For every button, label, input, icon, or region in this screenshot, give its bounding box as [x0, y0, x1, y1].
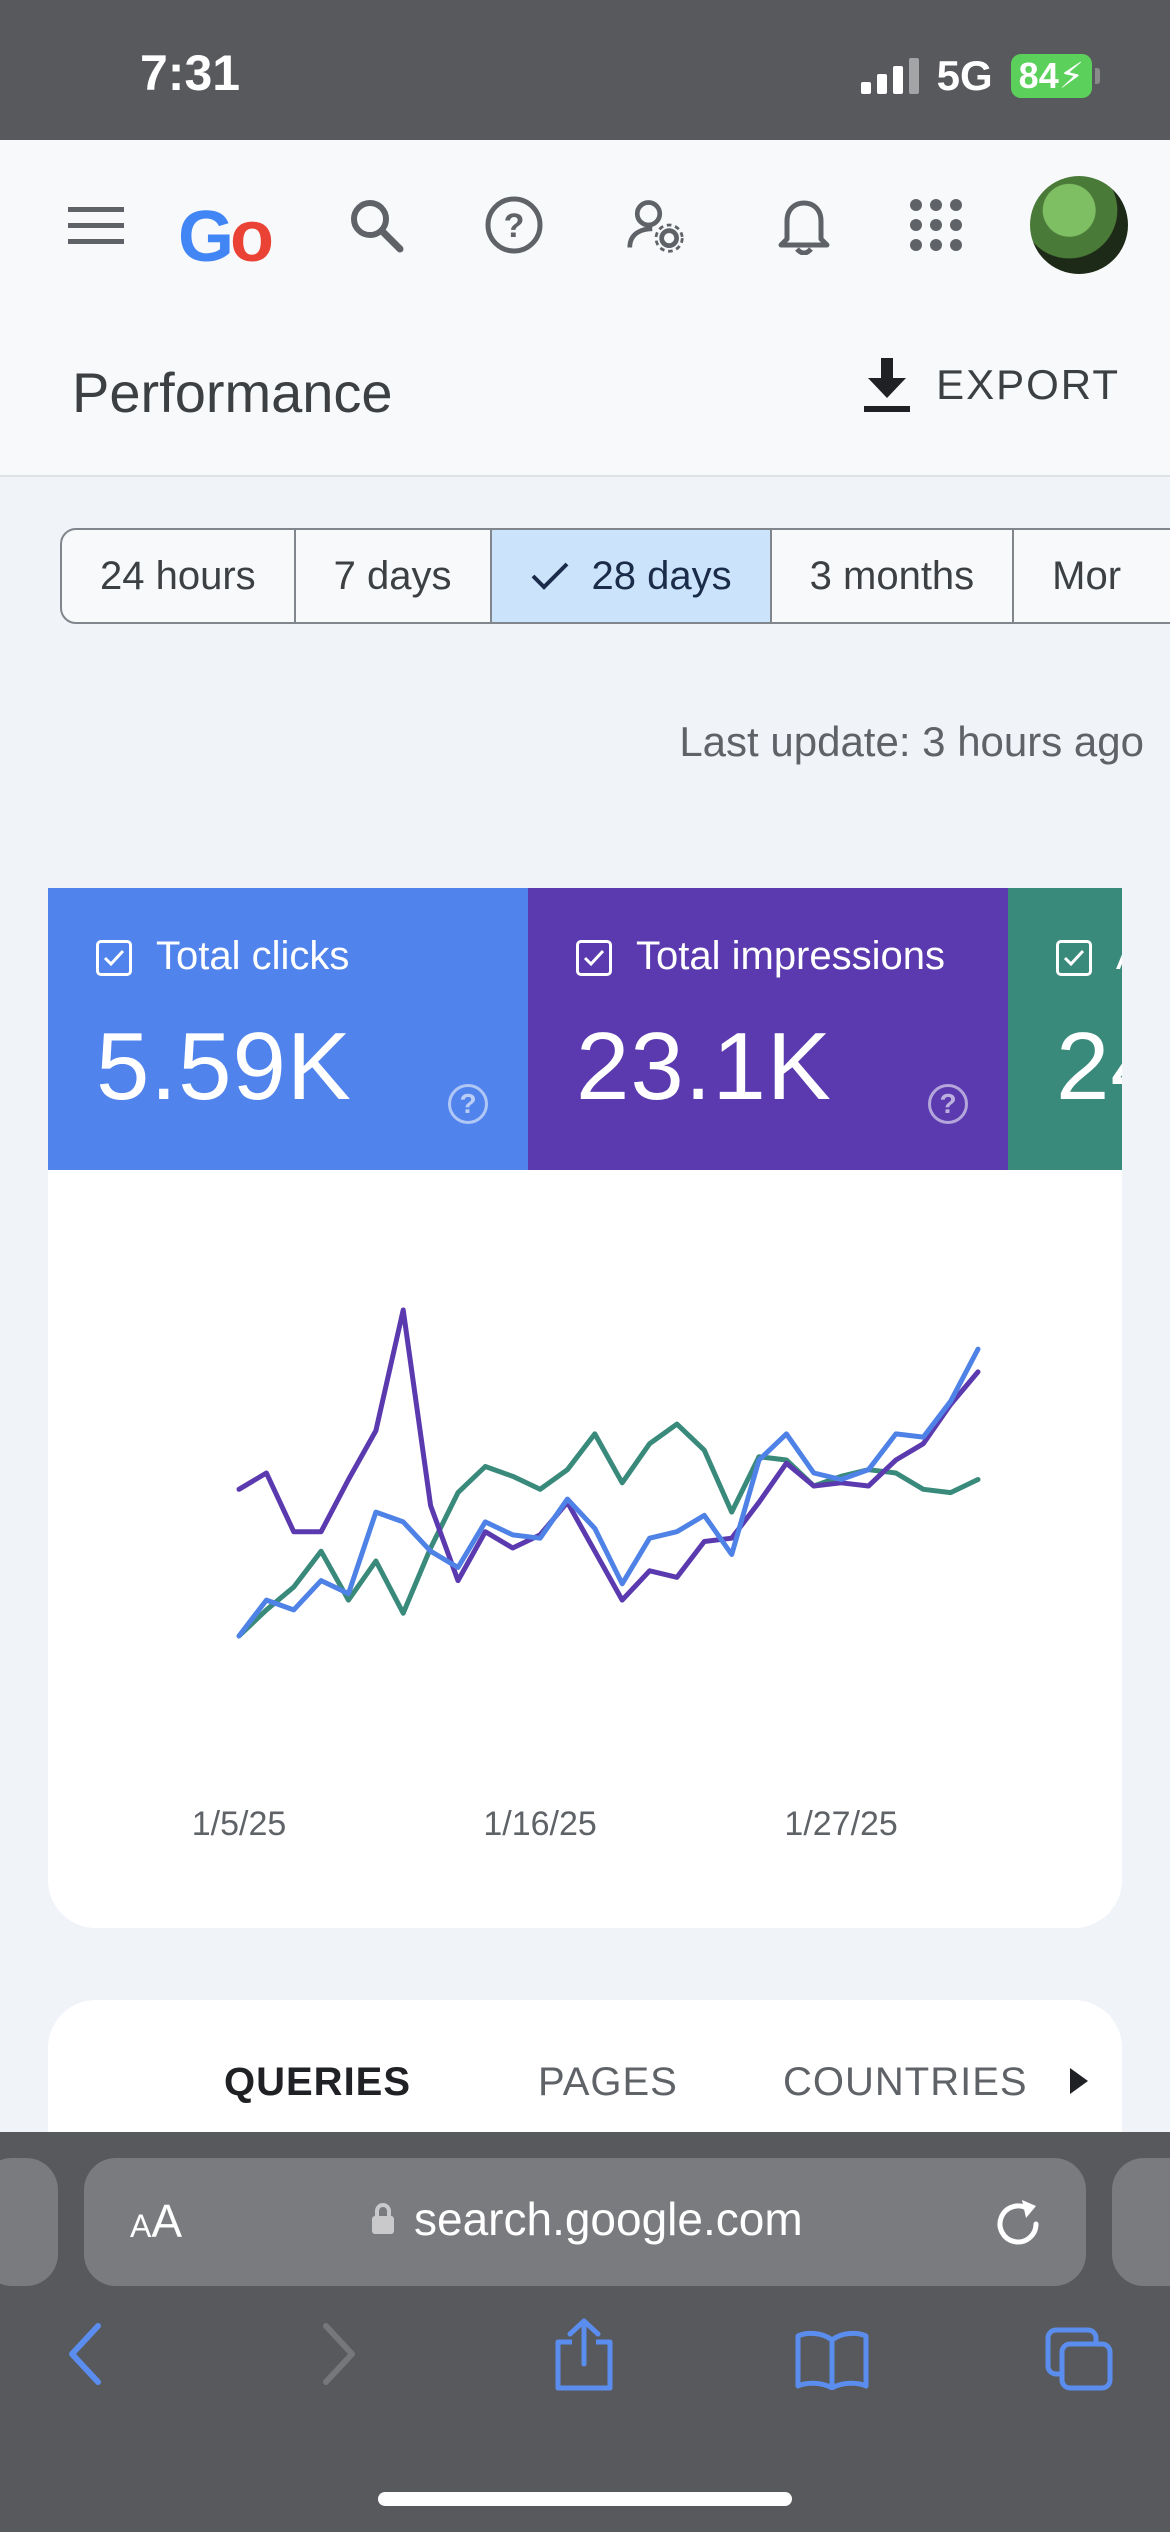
chip-3-months[interactable]: 3 months	[772, 530, 1015, 622]
charging-icon: ⚡	[1058, 55, 1084, 96]
metric-card-clicks[interactable]: Total clicks 5.59K ?	[48, 888, 528, 1170]
tabs-next-arrow-icon[interactable]	[1068, 2066, 1090, 2101]
series-line-total-clicks	[236, 1346, 981, 1639]
metric-value: 24	[1056, 1013, 1122, 1120]
next-tab-pill[interactable]	[1112, 2158, 1170, 2286]
export-label: EXPORT	[936, 361, 1120, 408]
page-title: Performance	[72, 361, 393, 424]
chip-7-days[interactable]: 7 days	[296, 530, 492, 622]
tab-pages[interactable]: PAGES	[538, 2060, 678, 2104]
chip-28-days[interactable]: 28 days	[491, 530, 772, 622]
checkbox-icon[interactable]	[96, 940, 132, 976]
metric-card-third[interactable]: A 24	[1008, 888, 1122, 1170]
previous-tab-pill[interactable]	[0, 2158, 58, 2286]
help-icon[interactable]: ?	[448, 1084, 488, 1124]
metric-value: 23.1K	[576, 1013, 832, 1120]
search-icon[interactable]	[346, 195, 406, 255]
series-line-a	[236, 1421, 981, 1639]
status-bar: 7:31 5G 84⚡	[0, 0, 1170, 140]
lock-icon	[372, 2203, 394, 2234]
performance-chart: 1/5/25 1/16/25 1/27/25	[48, 1170, 1122, 1928]
checkbox-icon[interactable]	[1056, 940, 1092, 976]
line-chart: 1/5/25 1/16/25 1/27/25	[192, 1307, 981, 1843]
home-indicator	[378, 2492, 792, 2506]
manage-users-icon[interactable]	[626, 195, 686, 255]
x-tick-label: 1/27/25	[784, 1805, 897, 1843]
svg-text:?: ?	[504, 207, 525, 245]
url-display[interactable]: search.google.com	[370, 2192, 803, 2246]
bookmarks-icon[interactable]	[794, 2330, 870, 2395]
metric-card-impressions[interactable]: Total impressions 23.1K ?	[528, 888, 1008, 1170]
app-bar: Go ?	[0, 140, 1170, 310]
network-type: 5G	[936, 52, 993, 99]
date-range-chips: 24 hours 7 days 28 days 3 months Mor	[60, 528, 1170, 624]
status-time: 7:31	[140, 45, 241, 101]
metric-label: A	[1116, 934, 1122, 979]
export-button[interactable]: EXPORT	[864, 358, 1120, 412]
status-indicators: 5G 84⚡	[860, 52, 1100, 100]
chip-28-days-label: 28 days	[591, 554, 732, 598]
battery-level: 84	[1018, 55, 1059, 96]
metric-cards: Total clicks 5.59K ? Total impressions 2…	[48, 888, 1122, 1170]
tabs-icon[interactable]	[1044, 2326, 1114, 2397]
menu-icon[interactable]	[66, 195, 126, 255]
share-icon[interactable]	[552, 2318, 616, 2397]
help-icon[interactable]: ?	[484, 195, 544, 255]
chip-more[interactable]: Mor	[1052, 554, 1122, 598]
signal-icon	[860, 58, 919, 94]
notifications-icon[interactable]	[774, 195, 834, 255]
url-text: search.google.com	[414, 2193, 803, 2245]
text-size-button[interactable]: AA	[130, 2195, 183, 2247]
metric-label: Total impressions	[636, 934, 946, 978]
reload-icon[interactable]	[990, 2196, 1046, 2257]
back-icon[interactable]	[66, 2322, 106, 2391]
tab-countries[interactable]: COUNTRIES	[783, 2060, 1028, 2104]
x-tick-label: 1/16/25	[483, 1805, 596, 1843]
metric-value: 5.59K	[96, 1013, 352, 1120]
battery-icon: 84⚡	[1010, 54, 1100, 98]
series-line-total-impressions	[236, 1307, 981, 1603]
tab-queries[interactable]: QUERIES	[224, 2060, 412, 2104]
chip-24-hours[interactable]: 24 hours	[62, 530, 296, 622]
report-tabs: QUERIES PAGES COUNTRIES	[48, 2000, 1122, 2140]
forward-icon[interactable]	[318, 2322, 358, 2391]
metric-label: Total clicks	[156, 934, 350, 978]
apps-icon[interactable]	[906, 195, 966, 255]
help-icon[interactable]: ?	[928, 1084, 968, 1124]
checkbox-icon[interactable]	[576, 940, 612, 976]
page-header: Performance EXPORT	[0, 310, 1170, 477]
download-icon	[864, 358, 911, 412]
last-update: Last update: 3 hours ago	[679, 718, 1144, 765]
avatar[interactable]	[1030, 176, 1128, 274]
google-logo[interactable]: Go	[178, 197, 274, 277]
address-bar[interactable]	[84, 2158, 1086, 2286]
check-icon	[531, 562, 568, 590]
x-tick-label: 1/5/25	[192, 1805, 287, 1843]
